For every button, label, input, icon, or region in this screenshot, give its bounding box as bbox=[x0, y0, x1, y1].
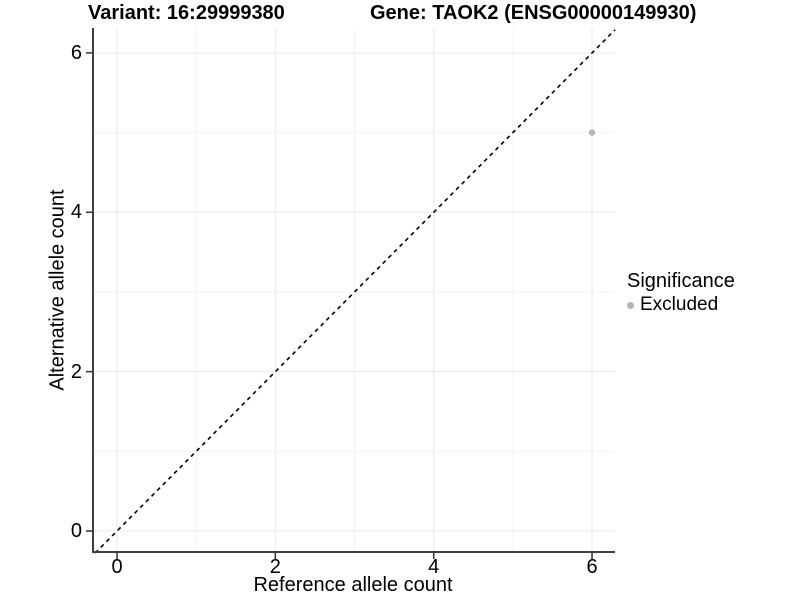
x-tick-label: 2 bbox=[269, 556, 281, 578]
x-axis-title: Reference allele count bbox=[253, 574, 453, 596]
y-tick-label: 0 bbox=[70, 520, 82, 542]
x-tick-label: 4 bbox=[428, 556, 440, 578]
plot-title-gene: Gene: TAOK2 (ENSG00000149930) bbox=[370, 2, 697, 24]
legend-point-icon bbox=[627, 301, 634, 309]
legend-entry: Excluded bbox=[627, 294, 735, 317]
x-tick-label: 6 bbox=[586, 556, 598, 578]
x-tick-label: 0 bbox=[111, 556, 123, 578]
y-tick-label: 6 bbox=[70, 41, 82, 64]
legend-title: Significance bbox=[627, 270, 735, 292]
legend-entries: Excluded bbox=[627, 294, 735, 317]
identity-line bbox=[94, 29, 616, 554]
plot-panel bbox=[86, 28, 616, 559]
legend-label: Excluded bbox=[640, 294, 719, 315]
legend: Significance Excluded bbox=[627, 269, 735, 317]
y-tick-label: 2 bbox=[70, 360, 82, 383]
plot-title-variant: Variant: 16:29999380 bbox=[88, 2, 285, 24]
y-tick-label: 4 bbox=[70, 201, 82, 224]
data-point bbox=[588, 129, 596, 136]
y-axis-title: Alternative allele count bbox=[46, 189, 69, 391]
